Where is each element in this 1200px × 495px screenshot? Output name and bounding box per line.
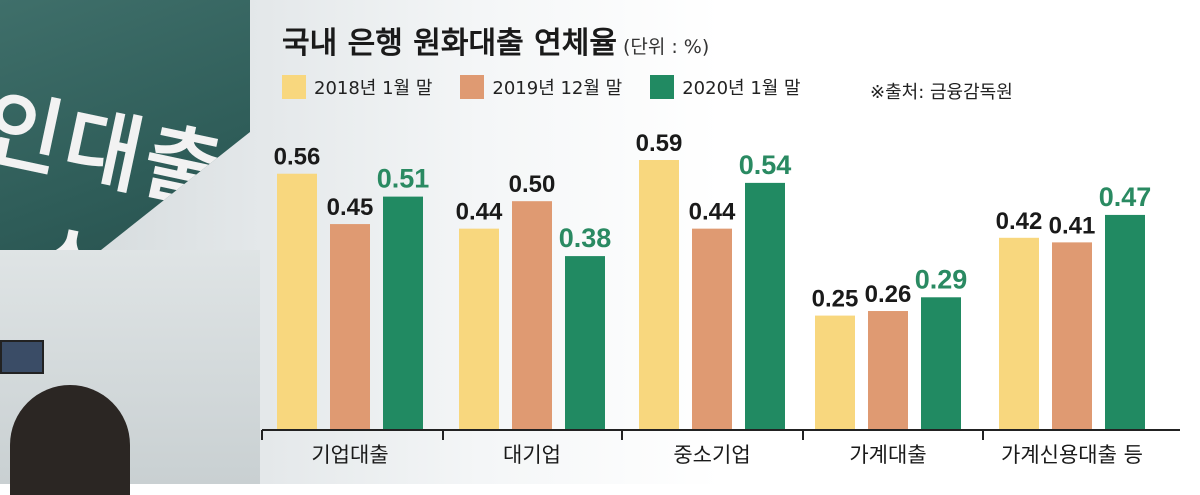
bar-4-2 xyxy=(1105,214,1145,430)
legend-label-2020: 2020년 1월 말 xyxy=(682,78,801,99)
value-label-3-2: 0.29 xyxy=(915,264,968,294)
bar-1-2 xyxy=(565,256,605,430)
bar-2-0 xyxy=(639,160,679,430)
value-label-0-2: 0.51 xyxy=(377,164,430,194)
monitor xyxy=(0,340,44,374)
bar-1-0 xyxy=(459,228,499,430)
bar-0-1 xyxy=(330,224,370,430)
source-note: ※출처: 금융감독원 xyxy=(870,82,1013,103)
legend-item-2019: 2019년 12월 말 xyxy=(460,74,622,100)
person-silhouette xyxy=(10,385,130,495)
chart-title: 국내 은행 원화대출 연체율 (단위 : %) xyxy=(282,26,710,61)
value-label-2-1: 0.44 xyxy=(689,199,736,226)
category-label-3: 가계대출 xyxy=(849,443,926,467)
bar-0-2 xyxy=(383,196,423,430)
value-label-2-0: 0.59 xyxy=(636,130,683,157)
legend-item-2020: 2020년 1월 말 xyxy=(650,74,801,100)
value-label-1-0: 0.44 xyxy=(456,199,503,226)
category-label-4: 가계신용대출 등 xyxy=(1001,443,1143,467)
bar-3-1 xyxy=(868,311,908,430)
bar-2-2 xyxy=(745,182,785,430)
category-label-0: 기업대출 xyxy=(311,443,388,467)
value-label-4-0: 0.42 xyxy=(996,208,1043,235)
bar-0-0 xyxy=(277,173,317,430)
category-label-1: 대기업 xyxy=(503,443,561,467)
chart-unit: (단위 : %) xyxy=(622,36,710,58)
legend-swatch-2019 xyxy=(460,75,485,99)
bar-chart: 0.560.450.51기업대출0.440.500.38대기업0.590.440… xyxy=(261,130,1180,467)
value-label-1-2: 0.38 xyxy=(559,223,612,253)
bar-4-1 xyxy=(1052,242,1092,430)
bar-3-2 xyxy=(921,297,961,430)
value-label-3-1: 0.26 xyxy=(865,281,912,308)
category-label-2: 중소기업 xyxy=(673,443,750,467)
bar-1-1 xyxy=(512,201,552,430)
value-label-3-0: 0.25 xyxy=(812,286,859,313)
legend: 2018년 1월 말 2019년 12월 말 2020년 1월 말 xyxy=(282,74,801,100)
legend-swatch-2018 xyxy=(282,75,306,99)
value-label-0-1: 0.45 xyxy=(327,194,374,221)
legend-item-2018: 2018년 1월 말 xyxy=(282,74,432,100)
value-label-0-0: 0.56 xyxy=(274,144,321,171)
bar-3-0 xyxy=(815,315,855,430)
value-label-2-2: 0.54 xyxy=(739,150,792,180)
legend-swatch-2020 xyxy=(650,75,675,99)
value-label-4-1: 0.41 xyxy=(1049,212,1096,239)
legend-label-2018: 2018년 1월 말 xyxy=(314,78,433,99)
value-label-4-2: 0.47 xyxy=(1099,182,1152,212)
bar-2-1 xyxy=(692,228,732,430)
legend-label-2019: 2019년 12월 말 xyxy=(492,78,623,99)
bar-4-0 xyxy=(999,237,1039,430)
value-label-1-1: 0.50 xyxy=(509,171,556,198)
